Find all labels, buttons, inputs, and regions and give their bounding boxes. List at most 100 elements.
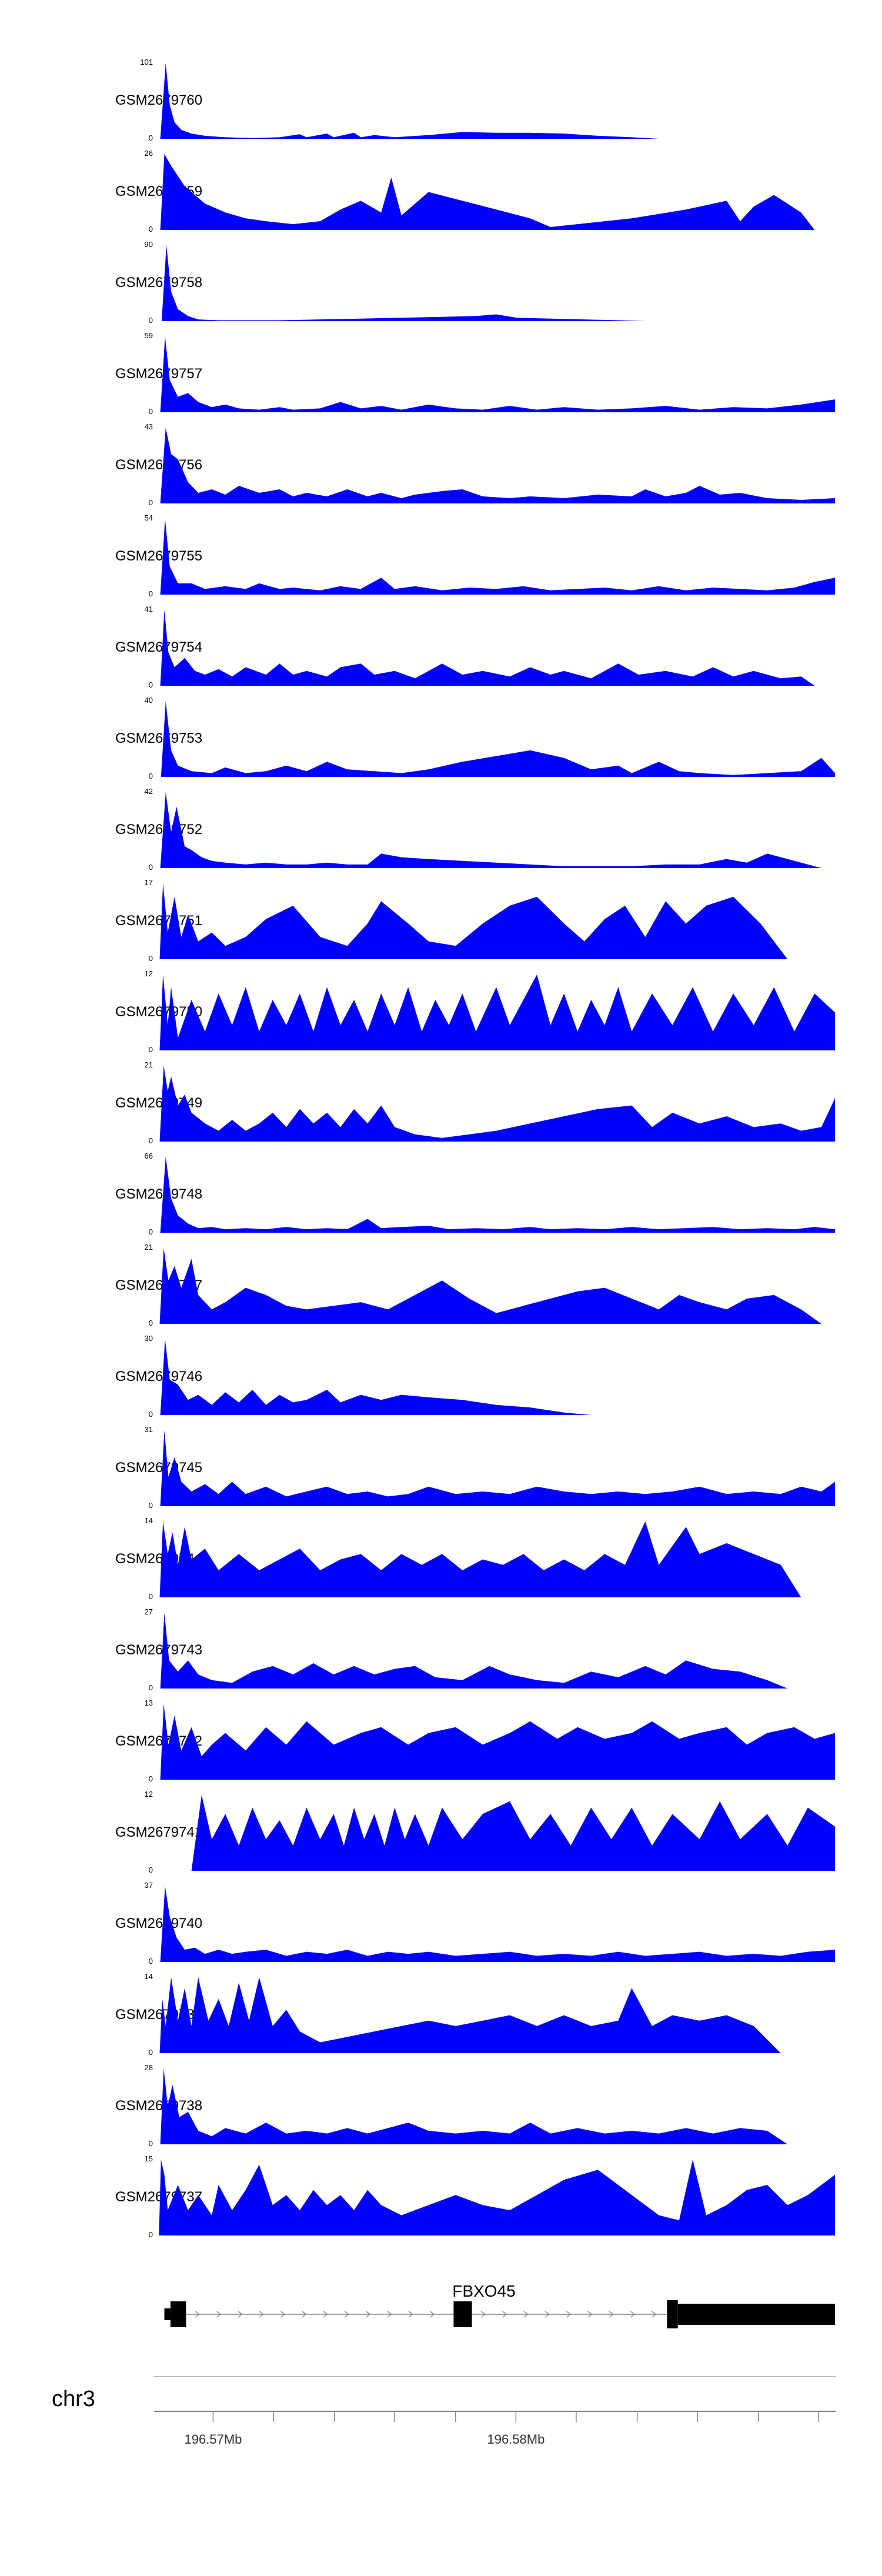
- coverage-track: GSM2679758 90 0: [0, 238, 882, 329]
- track-label: GSM2679745: [115, 1460, 203, 1476]
- y-axis-zero-label: 0: [148, 863, 153, 872]
- y-axis-zero-label: 0: [148, 316, 153, 325]
- strand-arrow: [408, 2311, 414, 2318]
- strand-arrow: [566, 2311, 572, 2318]
- y-axis-max-label: 17: [144, 878, 153, 887]
- y-axis-zero-label: 0: [148, 498, 153, 507]
- coverage-track: GSM2679744 14 0: [0, 1514, 882, 1606]
- coverage-area-plot: [159, 1248, 821, 1324]
- coverage-area-plot: [159, 1521, 801, 1597]
- track-label: GSM2679752: [115, 822, 203, 837]
- y-axis-max-label: 28: [144, 2063, 153, 2072]
- coverage-area-plot: [160, 792, 822, 868]
- strand-arrow: [429, 2311, 435, 2318]
- gene-model-track: [164, 2300, 835, 2328]
- y-axis-max-label: 42: [144, 787, 153, 796]
- y-axis-zero-label: 0: [148, 1957, 153, 1966]
- track-label: GSM2679740: [115, 1916, 203, 1931]
- coverage-area: [159, 2160, 835, 2235]
- coverage-area-plot: [171, 1795, 835, 1871]
- strand-arrow: [195, 2311, 201, 2318]
- coverage-area: [159, 975, 835, 1050]
- y-axis-max-label: 59: [144, 331, 153, 340]
- y-axis-zero-label: 0: [148, 225, 153, 233]
- coverage-area: [160, 1339, 592, 1415]
- strand-arrow: [280, 2311, 286, 2318]
- coverage-area: [160, 1157, 835, 1233]
- y-axis-max-label: 30: [144, 1334, 153, 1343]
- y-axis-zero-label: 0: [148, 1319, 153, 1327]
- genome-axis-track: 196.57Mb 196.58Mb: [154, 2411, 836, 2447]
- coverage-area-plot: [160, 1339, 592, 1415]
- coverage-area: [159, 1521, 801, 1597]
- track-label: GSM2679757: [115, 366, 203, 382]
- coverage-area: [161, 701, 835, 777]
- coverage-area-plot: [159, 2160, 835, 2235]
- y-axis-zero-label: 0: [148, 2048, 153, 2057]
- track-label: GSM2679758: [115, 275, 203, 291]
- strand-arrow: [238, 2311, 243, 2318]
- coverage-track: GSM2679748 66 0: [0, 1150, 882, 1241]
- coverage-area-plot: [160, 1430, 835, 1506]
- coverage-area-plot: [160, 2068, 788, 2144]
- strand-arrow: [544, 2311, 550, 2318]
- track-label: GSM2679760: [115, 92, 203, 108]
- y-axis-max-label: 101: [140, 58, 153, 66]
- y-axis-zero-label: 0: [148, 772, 153, 780]
- track-label: GSM2679753: [115, 730, 203, 746]
- coverage-track: GSM2679756 43 0: [0, 421, 882, 512]
- y-axis-zero-label: 0: [148, 1501, 153, 1510]
- y-axis-zero-label: 0: [148, 407, 153, 416]
- strand-arrow: [523, 2311, 529, 2318]
- strand-arrow: [259, 2311, 265, 2318]
- coverage-area-plot: [160, 1613, 788, 1689]
- y-axis-max-label: 40: [144, 696, 153, 705]
- coverage-area-plot: [160, 428, 835, 503]
- coverage-area-plot: [160, 336, 835, 412]
- track-label: GSM2679756: [115, 457, 203, 473]
- track-label: GSM2679738: [115, 2098, 203, 2114]
- strand-arrow: [323, 2311, 329, 2318]
- y-axis-max-label: 21: [144, 1060, 153, 1069]
- coverage-area: [161, 245, 646, 321]
- coverage-track: GSM2679741 12 0: [0, 1788, 882, 1879]
- y-axis-zero-label: 0: [148, 1227, 153, 1236]
- coverage-area-plot: [160, 610, 815, 686]
- coverage-track: GSM2679751 17 0: [0, 876, 882, 967]
- y-axis-max-label: 41: [144, 605, 153, 613]
- coverage-area-plot: [159, 975, 835, 1050]
- coverage-area: [160, 2068, 788, 2144]
- coverage-area-plot: [159, 883, 788, 959]
- y-axis-max-label: 31: [144, 1425, 153, 1434]
- coverage-track: GSM2679753 40 0: [0, 694, 882, 785]
- y-axis-max-label: 43: [144, 422, 153, 431]
- strand-arrow: [344, 2311, 350, 2318]
- y-axis-max-label: 12: [144, 969, 153, 978]
- y-axis-zero-label: 0: [148, 134, 153, 142]
- y-axis-zero-label: 0: [148, 1410, 153, 1419]
- coverage-area: [160, 63, 659, 139]
- track-separator-line: [154, 2376, 836, 2377]
- y-axis-max-label: 14: [144, 1516, 153, 1525]
- coverage-area: [160, 792, 822, 868]
- strand-arrow: [630, 2311, 636, 2318]
- coverage-area: [160, 1613, 788, 1689]
- strand-arrow: [302, 2311, 307, 2318]
- coverage-area-plot: [160, 63, 659, 139]
- coverage-area: [159, 1066, 835, 1142]
- exon: [170, 2301, 186, 2327]
- track-label: GSM2679754: [115, 639, 203, 655]
- coverage-tracks-panel: GSM2679760 101 0 GSM2679759 26 0 GSM2679758 90 0…: [0, 56, 882, 2244]
- coverage-area: [160, 1704, 835, 1780]
- coverage-area: [171, 1795, 835, 1871]
- coverage-area: [160, 336, 835, 412]
- coverage-area-plot: [160, 519, 835, 595]
- coverage-track: GSM2679742 13 0: [0, 1697, 882, 1788]
- coverage-area: [159, 883, 788, 959]
- y-axis-zero-label: 0: [148, 2139, 153, 2148]
- exon: [453, 2301, 472, 2327]
- y-axis-max-label: 66: [144, 1152, 153, 1160]
- coverage-track: GSM2679759 26 0: [0, 147, 882, 238]
- coverage-area: [160, 519, 835, 595]
